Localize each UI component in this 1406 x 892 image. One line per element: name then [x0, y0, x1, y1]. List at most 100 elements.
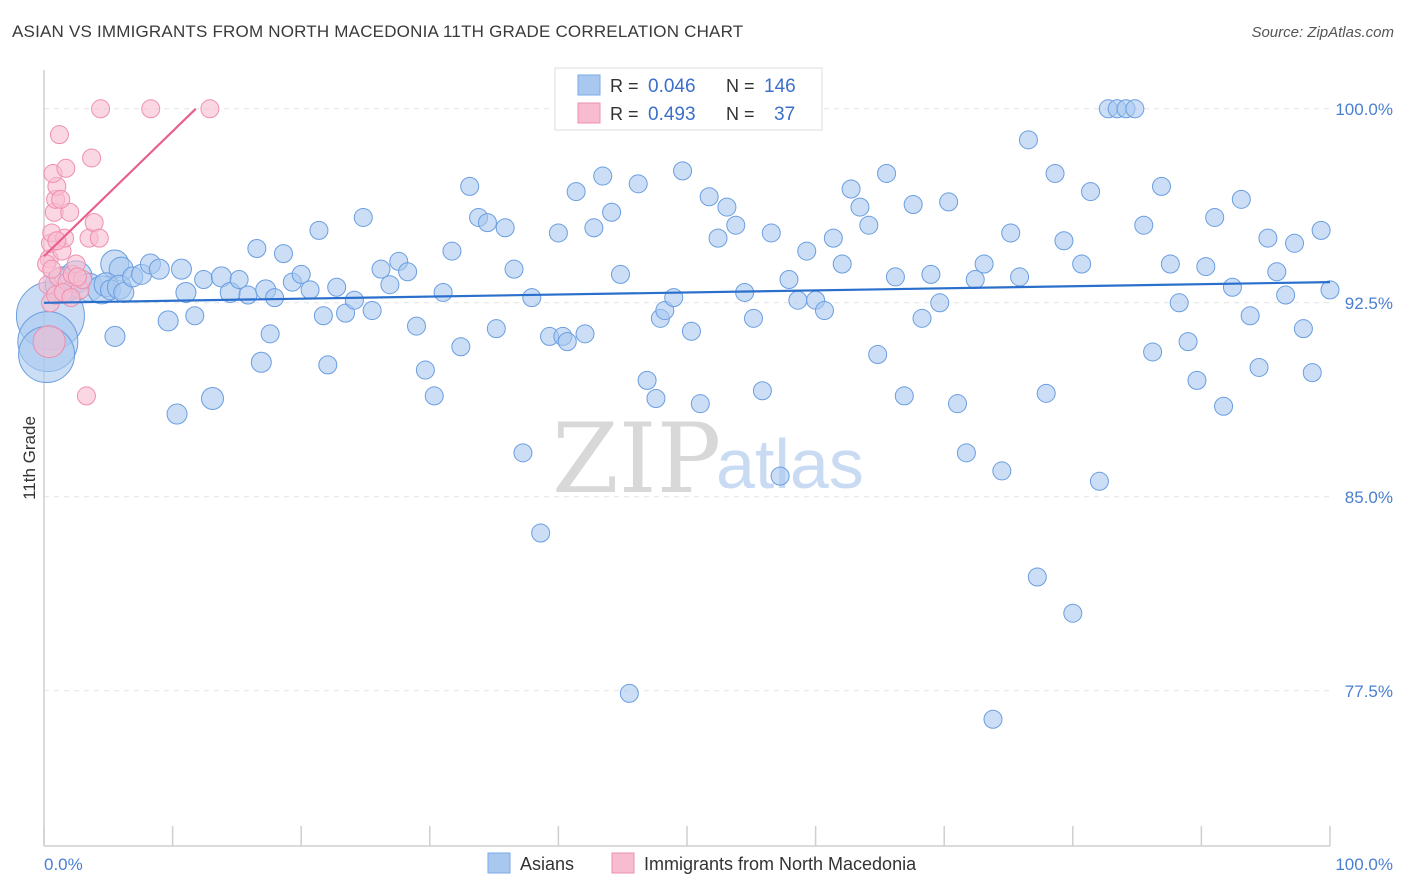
bottom-legend-label-macedonia: Immigrants from North Macedonia — [644, 854, 917, 874]
legend-n-label-asians: N = — [726, 76, 755, 96]
asians-point — [1276, 285, 1296, 305]
asians-point — [681, 321, 701, 341]
asians-point — [646, 389, 666, 409]
asians-point — [175, 281, 197, 303]
asians-point — [1143, 342, 1163, 362]
macedonia-point — [89, 228, 109, 248]
macedonia-point — [200, 99, 220, 119]
macedonia-point — [61, 288, 81, 308]
asians-point — [965, 270, 985, 290]
asians-point — [974, 254, 994, 274]
asians-point — [380, 275, 400, 295]
macedonia-trendline — [43, 108, 197, 258]
asians-point — [628, 174, 648, 194]
asians-point — [690, 394, 710, 414]
asians-point — [1036, 383, 1056, 403]
watermark: ZIP atlas — [552, 403, 864, 515]
asians-point — [584, 218, 604, 238]
x-tick-label-min: 0.0% — [44, 855, 83, 874]
asians-point — [726, 215, 746, 235]
asians-point — [894, 386, 914, 406]
stats-legend: R = 0.046 N = 146 R = 0.493 N = 37 — [554, 67, 823, 131]
asians-point — [1027, 567, 1047, 587]
asians-point — [930, 293, 950, 313]
asians-point — [442, 241, 462, 261]
asians-point — [1018, 130, 1038, 150]
asians-point — [814, 301, 834, 321]
asians-point — [912, 308, 932, 328]
asians-point — [903, 195, 923, 215]
asians-point — [1187, 370, 1207, 390]
asians-point — [313, 306, 333, 326]
legend-swatch-asians — [577, 74, 601, 96]
asians-point — [575, 324, 595, 344]
asians-point — [531, 523, 551, 543]
asians-point — [939, 192, 959, 212]
asians-point — [983, 709, 1003, 729]
asians-point — [433, 282, 453, 302]
asians-point — [859, 215, 879, 235]
asians-point — [956, 443, 976, 463]
asians-point — [1222, 277, 1242, 297]
asians-point — [761, 223, 781, 243]
asians-point — [1267, 262, 1287, 282]
asians-point — [992, 461, 1012, 481]
asians-point — [309, 220, 329, 240]
asians-point — [823, 228, 843, 248]
asians-point — [744, 308, 764, 328]
legend-r-label-macedonia: R = — [610, 104, 639, 124]
asians-point — [593, 166, 613, 186]
asians-point — [477, 213, 497, 233]
asians-point — [788, 290, 808, 310]
macedonia-point — [49, 125, 69, 145]
watermark-atlas: atlas — [716, 425, 864, 503]
asians-point — [1001, 223, 1021, 243]
asians-point — [548, 223, 568, 243]
asians-point — [948, 394, 968, 414]
asians-point — [1151, 176, 1171, 196]
asians-point — [1134, 215, 1154, 235]
asians-point — [797, 241, 817, 261]
asians-point — [1320, 280, 1340, 300]
asians-point — [185, 306, 205, 326]
asians-point — [779, 270, 799, 290]
asians-point — [522, 288, 542, 308]
asians-point — [170, 258, 192, 280]
asians-point — [752, 381, 772, 401]
legend-n-value-macedonia: 37 — [774, 104, 795, 125]
asians-point — [868, 345, 888, 365]
asians-point — [194, 270, 214, 290]
asians-point — [344, 290, 364, 310]
y-tick-labels: 77.5% 85.0% 92.5% 100.0% — [1335, 100, 1393, 701]
asians-trendline — [43, 281, 1331, 304]
asians-point — [513, 443, 533, 463]
bottom-legend: Asians Immigrants from North Macedonia — [487, 852, 917, 874]
asians-point — [1249, 357, 1269, 377]
asians-point — [1010, 267, 1030, 287]
asians-point — [1293, 319, 1313, 339]
asians-point — [1231, 189, 1251, 209]
asians-point — [104, 325, 126, 347]
bottom-legend-swatch-asians — [487, 852, 511, 874]
macedonia-point — [42, 259, 62, 279]
asians-point — [1214, 396, 1234, 416]
asians-point — [353, 207, 373, 227]
asians-point — [557, 332, 577, 352]
chart-title: ASIAN VS IMMIGRANTS FROM NORTH MACEDONIA… — [12, 22, 744, 41]
asians-point — [415, 360, 435, 380]
asians-point — [1125, 99, 1145, 119]
asians-point — [1196, 257, 1216, 277]
asians-point — [699, 187, 719, 207]
asians-point — [362, 301, 382, 321]
asians-point — [371, 259, 391, 279]
asians-point — [1045, 163, 1065, 183]
macedonia-point — [60, 202, 80, 222]
asians-point — [495, 218, 515, 238]
asians-point — [148, 258, 170, 280]
y-tick-label: 85.0% — [1345, 488, 1393, 507]
bottom-legend-swatch-macedonia — [611, 852, 635, 874]
asians-point — [229, 270, 249, 290]
asians-point — [619, 683, 639, 703]
x-ticks — [43, 826, 1331, 846]
